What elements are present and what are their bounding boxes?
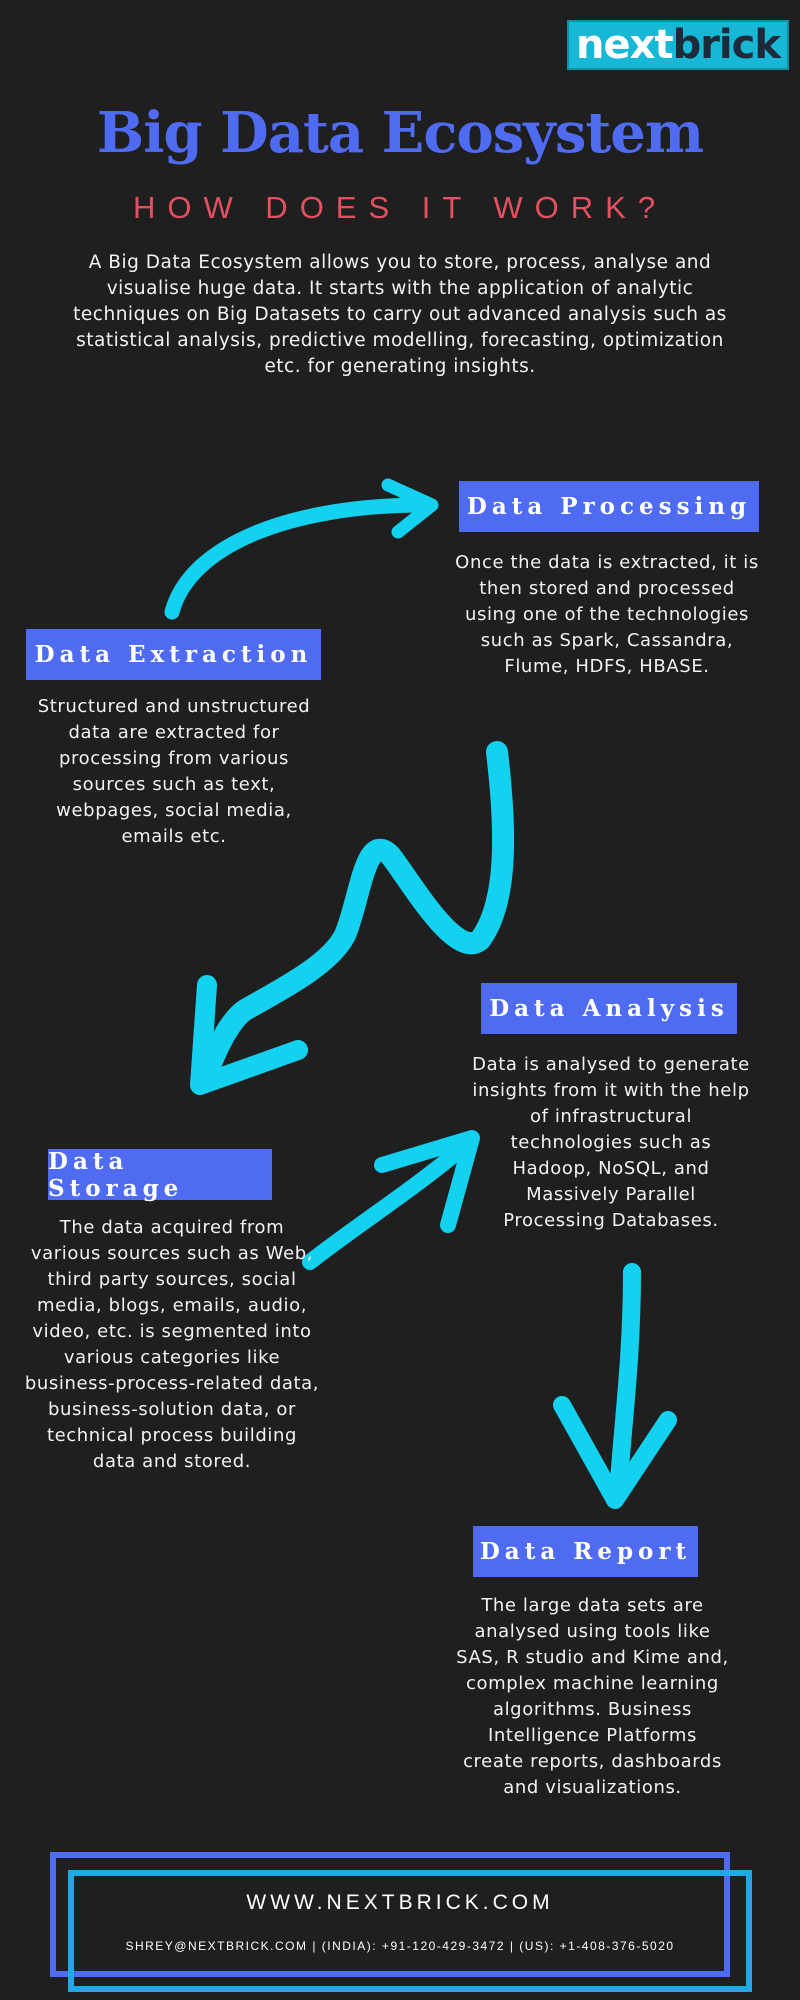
data-processing-label: Data Processing [459, 481, 759, 532]
data-extraction-label: Data Extraction [26, 629, 321, 680]
footer-website-link[interactable]: WWW.NEXTBRICK.COM [246, 1891, 554, 1914]
arrow-storage-to-analysis-icon [302, 1130, 480, 1270]
nextbrick-logo[interactable]: next brick [567, 20, 789, 70]
page-title: Big Data Ecosystem [96, 100, 704, 166]
data-processing-description: Once the data is extracted, it is then s… [455, 552, 759, 677]
data-extraction-description: Structured and unstructured data are ext… [37, 696, 311, 847]
footer-frame-inner [68, 1870, 752, 1992]
logo-text-next: next [576, 22, 674, 68]
data-report-label: Data Report [473, 1526, 698, 1577]
data-report-description: The large data sets are analysed using t… [456, 1595, 729, 1798]
page-subtitle: HOW DOES IT WORK? [132, 190, 668, 225]
footer-frame-outer [50, 1852, 730, 1977]
data-storage-label: Data Storage [48, 1148, 272, 1202]
logo-text-brick: brick [672, 22, 781, 68]
arrow-processing-to-storage-icon [190, 741, 515, 1095]
arrow-analysis-to-report-icon [553, 1263, 677, 1509]
data-analysis-description: Data is analysed to generate insights fr… [472, 1054, 750, 1231]
data-analysis-label: Data Analysis [481, 983, 737, 1034]
intro-paragraph: A Big Data Ecosystem allows you to store… [73, 252, 727, 377]
footer-contact-info: SHREY@NEXTBRICK.COM | (INDIA): +91-120-4… [125, 1939, 675, 1953]
data-storage-description: The data acquired from various sources s… [24, 1217, 320, 1472]
arrow-extraction-to-processing-icon [164, 478, 439, 620]
